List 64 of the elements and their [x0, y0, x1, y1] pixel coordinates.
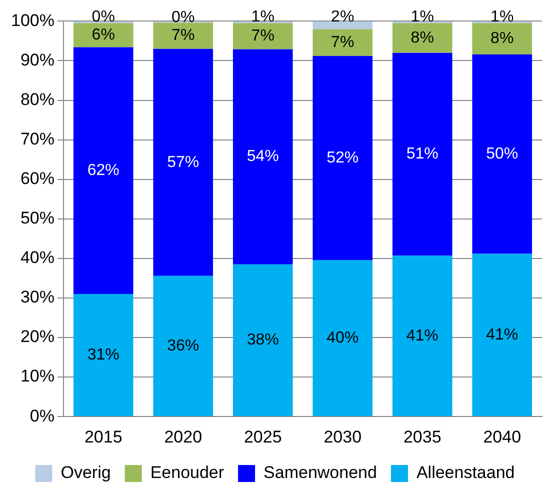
data-label: 1%	[251, 8, 274, 26]
data-label: 41%	[406, 327, 438, 344]
data-label: 7%	[172, 27, 195, 44]
bar	[312, 21, 373, 30]
x-tick-label: 2040	[483, 427, 522, 446]
y-tick-label: 60%	[20, 169, 54, 188]
x-tick-label: 2015	[84, 427, 122, 446]
x-tick-label: 2025	[244, 427, 282, 446]
bar	[472, 23, 532, 54]
data-label: 52%	[326, 149, 359, 166]
bar	[232, 264, 293, 416]
x-tick-label: 2020	[164, 427, 202, 446]
bar	[392, 23, 452, 53]
bar	[392, 52, 452, 256]
legend-label: Samenwonend	[264, 463, 377, 482]
bar	[153, 276, 214, 416]
bar	[312, 29, 373, 56]
data-label: 0%	[92, 8, 115, 26]
y-tick-label: 30%	[20, 288, 54, 307]
data-label: 1%	[490, 8, 514, 26]
y-tick-label: 20%	[20, 327, 54, 346]
data-label: 7%	[331, 34, 354, 51]
bar	[73, 23, 134, 48]
data-label: 7%	[251, 28, 274, 45]
y-tick-label: 90%	[20, 50, 54, 70]
bar	[472, 254, 532, 416]
bar	[472, 54, 532, 254]
x-tick-label: 2030	[324, 427, 362, 446]
data-label: 54%	[246, 148, 279, 166]
legend-label: Alleenstaand	[416, 463, 515, 482]
x-tick-label: 2035	[403, 427, 442, 446]
y-tick-label: 40%	[20, 248, 54, 268]
bar	[312, 260, 373, 416]
data-label: 51%	[406, 146, 438, 163]
data-label: 1%	[410, 8, 434, 26]
legend-label: Overig	[60, 463, 111, 482]
bar	[232, 23, 293, 50]
data-label: 40%	[326, 329, 359, 346]
y-tick-label: 100%	[10, 10, 54, 30]
data-label: 8%	[490, 30, 514, 48]
bar	[73, 47, 134, 294]
data-label: 8%	[410, 29, 434, 46]
data-label: 41%	[486, 326, 518, 344]
y-tick-label: 80%	[20, 90, 54, 109]
legend-label: Eenouder	[150, 463, 224, 482]
data-label: 6%	[92, 26, 115, 44]
data-label: 36%	[167, 337, 200, 354]
bar	[312, 56, 373, 260]
data-label: 38%	[246, 332, 279, 349]
data-label: 31%	[87, 346, 120, 364]
y-tick-label: 0%	[30, 406, 54, 426]
bar	[232, 49, 293, 264]
bar	[153, 22, 214, 49]
y-tick-label: 10%	[20, 366, 54, 386]
y-tick-label: 50%	[20, 208, 54, 228]
y-tick-label: 70%	[20, 130, 54, 149]
bar	[73, 294, 134, 416]
bar	[153, 48, 214, 276]
bar	[392, 256, 452, 416]
data-label: 2%	[331, 8, 354, 26]
data-label: 62%	[87, 162, 120, 180]
data-label: 50%	[486, 145, 518, 162]
data-label: 57%	[167, 154, 200, 171]
data-label: 0%	[172, 9, 195, 26]
